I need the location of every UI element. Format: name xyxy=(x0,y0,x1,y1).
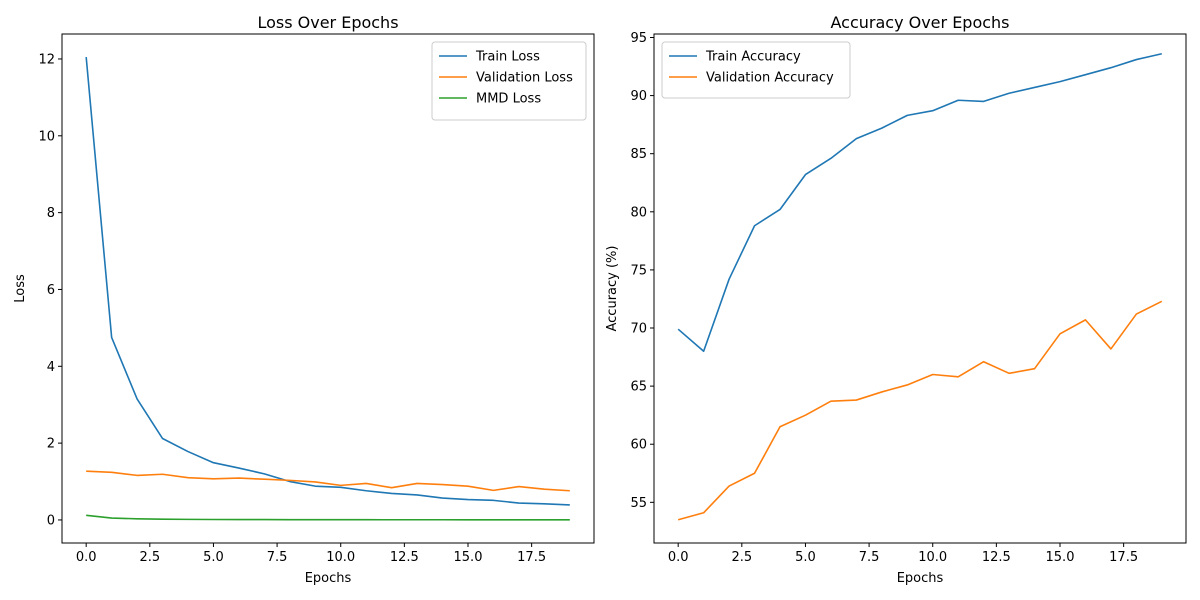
y-tick-label: 8 xyxy=(47,206,55,221)
y-tick-label: 2 xyxy=(47,437,55,452)
loss-chart: Loss Over Epochs 0.0 2.5 5.0 7.5 10.0 12.5 15.0… xyxy=(13,13,595,586)
x-tick-label: 10.0 xyxy=(326,550,355,565)
x-tick-label: 5.0 xyxy=(203,550,224,565)
y-tick-label: 60 xyxy=(630,438,647,453)
y-tick-label: 4 xyxy=(47,360,55,375)
x-axis-label: Epochs xyxy=(897,571,944,586)
x-tick-label: 17.5 xyxy=(1109,550,1138,565)
series-line-validation-loss xyxy=(86,470,570,492)
y-tick-label: 65 xyxy=(630,380,647,395)
y-tick-label: 75 xyxy=(630,263,647,278)
y-tick-label: 90 xyxy=(630,89,647,104)
series-line-train-loss xyxy=(85,56,570,506)
legend-entry: Train Accuracy xyxy=(705,50,801,65)
y-tick-label: 6 xyxy=(47,283,55,298)
y-tick-label: 70 xyxy=(630,322,647,337)
y-axis-label: Loss xyxy=(13,274,28,303)
x-tick-label: 10.0 xyxy=(918,550,947,565)
legend-box xyxy=(661,41,851,99)
x-tick-label: 17.5 xyxy=(517,550,546,565)
y-tick-label: 95 xyxy=(630,31,647,46)
legend-entry: Validation Loss xyxy=(476,71,573,86)
legend: Train Accuracy Validation Accuracy xyxy=(661,41,851,99)
plot-frame xyxy=(61,33,595,544)
legend-entry: Validation Accuracy xyxy=(706,71,834,86)
y-tick-label: 55 xyxy=(630,496,647,511)
y-axis-label: Accuracy (%) xyxy=(605,246,620,332)
x-tick-label: 5.0 xyxy=(795,550,816,565)
x-tick-label: 2.5 xyxy=(139,550,160,565)
accuracy-chart: Accuracy Over Epochs 0.0 2.5 5.0 7.5 10.0 12.5… xyxy=(605,13,1187,586)
chart-title: Loss Over Epochs xyxy=(257,13,398,32)
y-tick-label: 80 xyxy=(630,205,647,220)
series-line-validation-accuracy xyxy=(677,300,1163,521)
x-tick-label: 2.5 xyxy=(731,550,752,565)
y-tick-label: 0 xyxy=(47,513,55,528)
x-axis-label: Epochs xyxy=(305,571,352,586)
x-tick-label: 15.0 xyxy=(454,550,483,565)
x-tick-label: 0.0 xyxy=(668,550,689,565)
x-tick-label: 7.5 xyxy=(267,550,288,565)
x-tick-label: 7.5 xyxy=(859,550,880,565)
x-tick-label: 0.0 xyxy=(76,550,97,565)
plot-frame xyxy=(653,33,1187,544)
chart-title: Accuracy Over Epochs xyxy=(830,13,1009,32)
x-tick-label: 12.5 xyxy=(982,550,1011,565)
legend: Train Loss Validation Loss MMD Loss xyxy=(431,41,587,121)
y-tick-label: 10 xyxy=(38,129,55,144)
legend-entry: MMD Loss xyxy=(476,92,541,107)
series-line-mmd-loss xyxy=(86,514,570,521)
y-tick-label: 12 xyxy=(38,52,55,67)
legend-entry: Train Loss xyxy=(475,50,540,65)
y-tick-label: 85 xyxy=(630,147,647,162)
x-tick-label: 12.5 xyxy=(390,550,419,565)
x-tick-label: 15.0 xyxy=(1046,550,1075,565)
series-line-train-accuracy xyxy=(677,52,1162,353)
legend-box xyxy=(431,41,587,121)
